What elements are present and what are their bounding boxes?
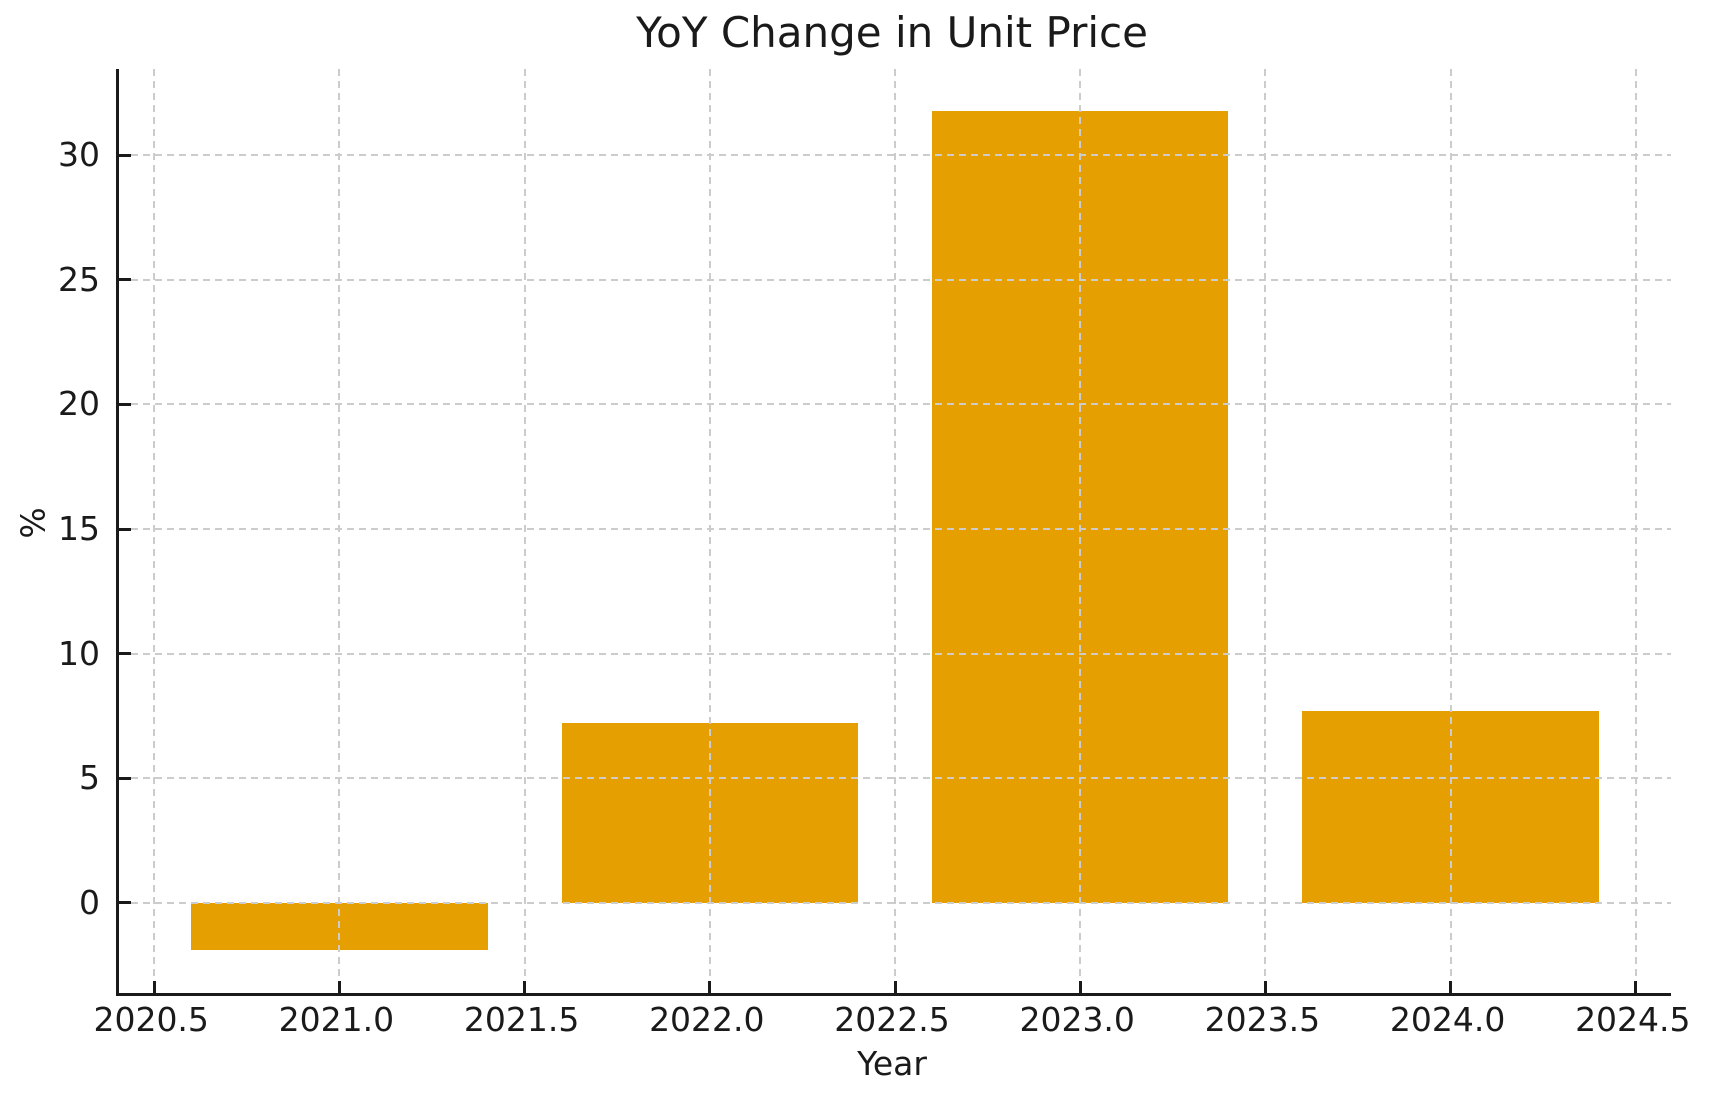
x-tick-label: 2022.5 bbox=[834, 1000, 950, 1039]
x-gridline bbox=[153, 69, 156, 993]
y-tick-label: 15 bbox=[58, 509, 100, 548]
x-axis-label: Year bbox=[857, 1044, 927, 1083]
y-tick-label: 30 bbox=[58, 135, 100, 175]
x-gridline bbox=[1264, 69, 1267, 993]
x-tick-mark bbox=[1449, 981, 1453, 993]
y-tick-label: 0 bbox=[79, 882, 100, 922]
x-gridline bbox=[1634, 69, 1637, 993]
x-gridline bbox=[1449, 69, 1452, 993]
y-tick-label: 25 bbox=[58, 259, 100, 299]
x-tick-label: 2024.5 bbox=[1575, 1000, 1691, 1039]
y-gridline bbox=[119, 154, 1671, 157]
x-tick-mark bbox=[893, 981, 897, 993]
y-tick-mark bbox=[119, 527, 131, 531]
x-tick-mark bbox=[523, 981, 527, 993]
y-gridline bbox=[119, 403, 1671, 406]
y-tick-label: 5 bbox=[79, 758, 100, 798]
y-tick-mark bbox=[119, 776, 131, 780]
y-gridline bbox=[119, 652, 1671, 655]
x-gridline bbox=[708, 69, 711, 993]
x-gridline bbox=[523, 69, 526, 993]
chart-title: YoY Change in Unit Price bbox=[636, 8, 1148, 57]
y-tick-mark bbox=[119, 652, 131, 656]
plot-area bbox=[116, 69, 1671, 996]
x-tick-label: 2023.5 bbox=[1204, 1000, 1321, 1039]
x-gridline bbox=[338, 69, 341, 993]
x-tick-mark bbox=[337, 981, 341, 993]
x-tick-label: 2023.0 bbox=[1019, 1000, 1135, 1039]
x-tick-mark bbox=[152, 981, 156, 993]
x-gridline bbox=[1079, 69, 1082, 993]
y-tick-mark bbox=[119, 402, 131, 406]
x-tick-label: 2021.0 bbox=[278, 1000, 395, 1039]
y-gridline bbox=[119, 777, 1671, 780]
x-tick-label: 2021.5 bbox=[463, 1000, 580, 1039]
y-gridline bbox=[119, 528, 1671, 530]
x-tick-label: 2020.5 bbox=[93, 1000, 209, 1039]
x-tick-mark bbox=[1078, 981, 1082, 993]
x-tick-mark bbox=[1634, 981, 1638, 993]
y-tick-mark bbox=[119, 901, 131, 905]
y-tick-mark bbox=[119, 278, 131, 282]
x-gridline bbox=[894, 69, 896, 993]
x-tick-mark bbox=[708, 981, 712, 993]
x-tick-label: 2022.0 bbox=[649, 1000, 765, 1039]
x-tick-mark bbox=[1263, 981, 1267, 993]
x-tick-label: 2024.0 bbox=[1389, 1000, 1506, 1039]
y-gridline bbox=[119, 278, 1671, 281]
y-tick-mark bbox=[119, 153, 131, 157]
y-tick-label: 20 bbox=[58, 384, 100, 424]
y-tick-label: 10 bbox=[58, 633, 100, 673]
y-gridline bbox=[119, 901, 1671, 904]
